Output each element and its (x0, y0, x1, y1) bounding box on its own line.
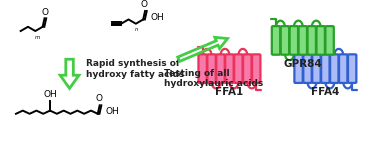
Text: FFA4: FFA4 (311, 87, 339, 97)
FancyBboxPatch shape (330, 54, 338, 83)
FancyBboxPatch shape (290, 26, 298, 55)
FancyBboxPatch shape (294, 54, 303, 83)
Text: OH: OH (43, 90, 57, 99)
Text: O: O (42, 8, 49, 17)
FancyBboxPatch shape (243, 54, 251, 83)
Text: $_n$: $_n$ (134, 25, 139, 34)
Text: OH: OH (105, 107, 119, 116)
Text: Rapid synthesis of
hydroxy fatty acids: Rapid synthesis of hydroxy fatty acids (87, 59, 185, 79)
FancyBboxPatch shape (299, 26, 307, 55)
FancyBboxPatch shape (325, 26, 334, 55)
FancyBboxPatch shape (321, 54, 330, 83)
Text: O: O (141, 0, 148, 9)
Text: $_m$: $_m$ (34, 33, 40, 42)
FancyBboxPatch shape (272, 26, 280, 55)
FancyBboxPatch shape (198, 54, 207, 83)
FancyBboxPatch shape (303, 54, 312, 83)
FancyBboxPatch shape (216, 54, 225, 83)
FancyBboxPatch shape (225, 54, 234, 83)
Text: FFA1: FFA1 (215, 87, 243, 97)
FancyBboxPatch shape (312, 54, 321, 83)
FancyBboxPatch shape (316, 26, 325, 55)
FancyBboxPatch shape (281, 26, 289, 55)
FancyBboxPatch shape (234, 54, 243, 83)
Text: O: O (95, 94, 102, 103)
Text: GPR84: GPR84 (284, 59, 322, 69)
FancyBboxPatch shape (308, 26, 316, 55)
FancyBboxPatch shape (208, 54, 216, 83)
Text: OH: OH (151, 13, 164, 22)
FancyBboxPatch shape (348, 54, 356, 83)
FancyBboxPatch shape (252, 54, 260, 83)
FancyBboxPatch shape (339, 54, 347, 83)
Text: Testing of all
hydroxylauric acids: Testing of all hydroxylauric acids (164, 69, 263, 88)
